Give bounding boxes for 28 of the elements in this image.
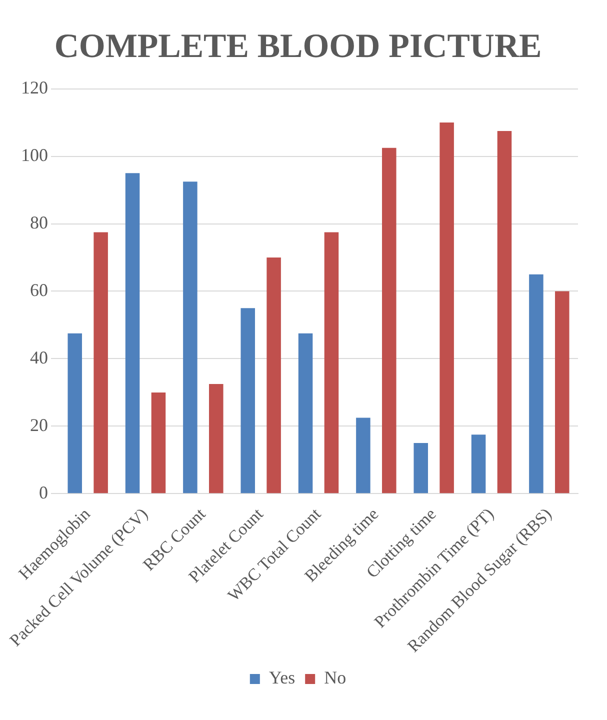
- bar: [555, 291, 570, 494]
- bar: [209, 384, 224, 494]
- bar: [497, 130, 512, 494]
- y-tick-label: 100: [21, 145, 48, 166]
- bar: [183, 182, 198, 494]
- y-tick-label: 40: [30, 347, 48, 368]
- bar: [414, 443, 428, 494]
- bar: [125, 173, 140, 494]
- y-tick-label: 80: [30, 212, 48, 232]
- bar: [266, 257, 281, 494]
- bar: [324, 232, 339, 494]
- y-tick-label: 20: [30, 414, 48, 435]
- bar: [382, 148, 396, 494]
- legend-label: No: [324, 668, 346, 688]
- chart-title: COMPLETE BLOOD PICTURE: [54, 28, 542, 66]
- legend-label: Yes: [268, 668, 296, 688]
- y-tick-label: 120: [21, 78, 48, 98]
- bar: [298, 333, 313, 494]
- bar: [68, 333, 82, 494]
- y-tick-label: 0: [39, 482, 48, 502]
- bar: [94, 232, 108, 494]
- bar: [356, 418, 370, 494]
- bar: [471, 434, 486, 494]
- bar: [529, 274, 544, 494]
- bar: [240, 308, 255, 494]
- y-tick-label: 60: [30, 280, 48, 300]
- bar: [151, 392, 166, 494]
- bar: [440, 122, 454, 494]
